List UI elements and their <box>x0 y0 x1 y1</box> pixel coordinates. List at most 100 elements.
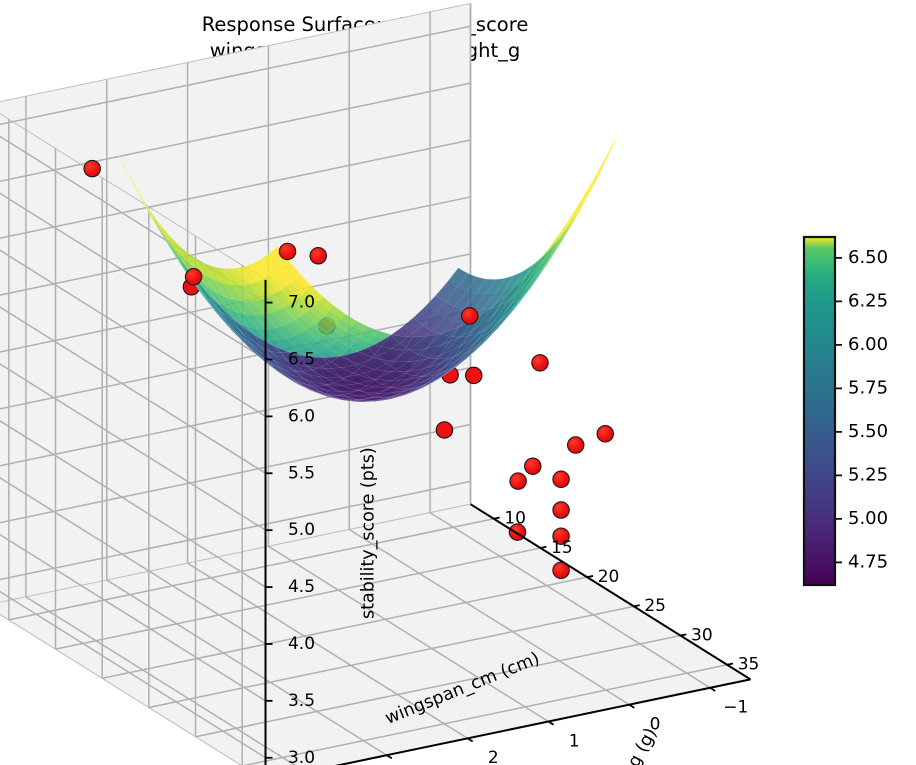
surface-wire-u <box>146 205 487 386</box>
grid-line-back-z <box>0 192 266 361</box>
grid-line-back-z <box>0 533 266 702</box>
y-axis-spine <box>334 678 751 765</box>
surface-wire-u <box>156 219 496 392</box>
scatter-point <box>509 472 527 490</box>
surface-wire-u <box>174 241 515 400</box>
surface-wire-v <box>254 335 414 396</box>
y-tick-mark <box>709 687 716 692</box>
scatter-point <box>83 159 101 178</box>
x-tick-label: 35 <box>738 655 760 675</box>
surface-wire-v <box>390 247 550 360</box>
grid-line-back-z <box>0 420 266 588</box>
grid-line-floor-y <box>348 528 630 706</box>
x-tick-mark <box>540 545 547 549</box>
y-axis-title: nose_weight_g (g) <box>569 725 662 765</box>
grid-line-left-z <box>0 309 471 410</box>
grid-line-floor-x <box>195 634 681 738</box>
scatter-point-occluded <box>435 421 454 439</box>
z-tick-label: 5.0 <box>288 520 315 540</box>
scatter-point <box>552 527 570 545</box>
surface-wire-u <box>165 231 506 397</box>
y-tick-label: 2 <box>488 748 499 765</box>
scatter-point <box>552 501 570 519</box>
x-tick-label: 25 <box>644 596 666 616</box>
surface-wire-v <box>458 135 618 280</box>
colorbar-tick-label: 6.00 <box>848 334 888 355</box>
surface-wire-u <box>184 250 524 402</box>
grid-line-left-z <box>0 139 471 239</box>
y-tick-mark <box>628 703 635 709</box>
grid-line-back-z <box>0 363 266 531</box>
surface-wire-u <box>128 173 468 369</box>
axes-spines-ticks <box>264 279 752 765</box>
surface-wire-u <box>221 236 562 394</box>
surface-wire-u <box>193 257 534 402</box>
grid-line-floor-y <box>25 596 297 765</box>
grid-line-left-z <box>0 423 471 524</box>
grid-line-back-z <box>0 306 266 474</box>
surface-wire-u <box>240 209 580 381</box>
grid-line-floor-y <box>429 511 711 689</box>
surface-wire-v <box>345 297 505 390</box>
colorbar-tick-label: 5.25 <box>848 464 888 485</box>
scatter-point <box>596 425 615 443</box>
x-tick-label: 10 <box>504 509 526 529</box>
surface-wire-u <box>277 135 618 338</box>
grid-line-floor-y <box>268 545 549 723</box>
y-tick-mark <box>467 737 474 743</box>
surface-wire-u <box>258 175 599 362</box>
surface-wire-v <box>435 177 595 311</box>
grid-line-left-z <box>0 25 471 126</box>
scatter-point <box>309 247 327 265</box>
z-tick-label: 6.5 <box>288 349 315 369</box>
colorbar-tick-label: 4.75 <box>848 551 888 572</box>
surface-wire-u <box>118 155 459 359</box>
grid-line-floor-x <box>242 664 728 765</box>
y-tick-label: −1 <box>723 698 748 718</box>
surface-wire-u <box>268 156 608 351</box>
grid-line-floor-y <box>106 579 388 756</box>
scatter-point <box>524 457 542 475</box>
grid-line-left-z <box>0 480 471 581</box>
scatter-point <box>278 242 297 261</box>
surface-wire-v <box>367 275 527 377</box>
scatter-points-front <box>83 159 615 580</box>
grid-line-back-z <box>0 590 266 759</box>
colorbar: 4.75 5.00 5.25 5.50 5.75 6.00 6.25 6.50 <box>802 235 888 587</box>
scatter-point <box>552 561 570 580</box>
grid-line-floor-x <box>148 605 634 709</box>
surface-wire-v <box>322 314 482 398</box>
surface-wire-u <box>202 256 543 401</box>
grid-line-floor-x <box>8 518 494 621</box>
colorbar-gradient <box>802 235 837 587</box>
x-tick-label: 20 <box>598 567 620 587</box>
z-tick-label: 6.0 <box>288 406 315 426</box>
y-tick-mark <box>386 754 393 760</box>
x-tick-mark <box>726 662 734 666</box>
x-tick-mark <box>586 575 594 579</box>
x-tick-mark <box>493 516 500 520</box>
colorbar-tick-label: 5.50 <box>848 421 888 442</box>
scatter-point <box>552 470 570 489</box>
surface-wire-v <box>413 215 572 338</box>
surface-wire-v <box>209 295 369 372</box>
surface-wire-u <box>212 247 552 398</box>
z-tick-label: 7.0 <box>288 293 315 313</box>
z-tick-label: 5.5 <box>288 463 315 483</box>
grid-line-floor-x <box>55 547 541 650</box>
z-tick-label: 3.5 <box>288 691 315 711</box>
x-tick-label: 15 <box>551 538 573 558</box>
scatter-point-occluded <box>465 366 483 385</box>
surface-wire-v <box>231 317 391 386</box>
surface-wire-v <box>118 155 278 270</box>
surface-wire-v <box>299 327 459 402</box>
z-axis-title: stability_score (pts) <box>359 447 379 619</box>
grid-line-floor-x <box>102 576 588 680</box>
colorbar-ticks: 4.75 5.00 5.25 5.50 5.75 6.00 6.25 6.50 <box>835 247 888 572</box>
scatter-point <box>184 268 203 286</box>
grid-line-left-z <box>0 82 471 183</box>
grid-line-back-z <box>0 249 266 418</box>
scatter-point <box>460 307 479 325</box>
